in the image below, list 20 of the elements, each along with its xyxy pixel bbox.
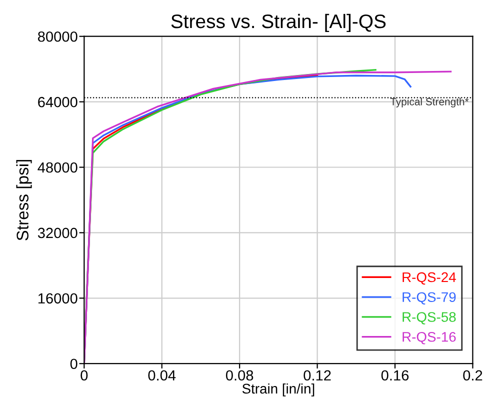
x-tick-label: 0.2 <box>463 370 482 381</box>
y-tick-label: 80000 <box>38 31 78 42</box>
x-tick-label: 0 <box>80 370 88 381</box>
legend-label: R-QS-16 <box>402 332 456 344</box>
y-axis-title: Stress [psi] <box>16 160 32 240</box>
legend-label: R-QS-79 <box>402 292 456 305</box>
legend-label: R-QS-58 <box>402 312 456 324</box>
legend-label: R-QS-24 <box>402 272 456 285</box>
x-tick-label: 0.12 <box>304 370 331 381</box>
y-tick-label: 64000 <box>38 96 78 108</box>
y-tick-label: 48000 <box>38 162 78 173</box>
y-tick-label: 16000 <box>38 293 78 304</box>
x-tick-label: 0.16 <box>381 370 409 381</box>
x-tick-label: 0.08 <box>226 370 254 381</box>
chart-title: Stress vs. Strain- [Al]-QS <box>171 14 386 32</box>
ref-line-label: Typical Strength* <box>390 98 469 108</box>
x-tick-label: 0.04 <box>148 370 176 381</box>
y-tick-label: 0 <box>70 358 78 370</box>
y-tick-label: 32000 <box>38 228 78 238</box>
x-axis-title: Strain [in/in] <box>242 383 314 396</box>
